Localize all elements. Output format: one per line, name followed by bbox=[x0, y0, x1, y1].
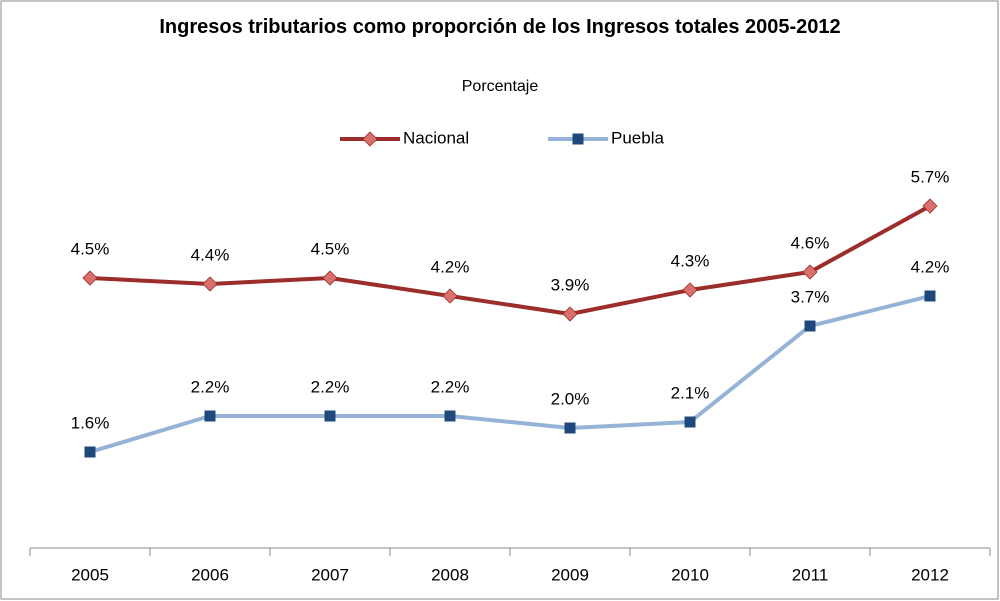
x-tick-label: 2005 bbox=[71, 565, 109, 584]
marker bbox=[804, 320, 816, 332]
marker bbox=[564, 422, 576, 434]
data-label: 4.6% bbox=[791, 233, 830, 252]
marker bbox=[202, 276, 218, 292]
x-tick-label: 2008 bbox=[431, 565, 469, 584]
marker bbox=[802, 264, 818, 280]
x-tick-label: 2011 bbox=[792, 565, 829, 584]
marker bbox=[322, 270, 338, 286]
x-tick-label: 2006 bbox=[191, 565, 229, 584]
marker bbox=[444, 410, 456, 422]
data-label: 2.1% bbox=[671, 383, 710, 402]
data-label: 2.2% bbox=[191, 377, 230, 396]
line bbox=[89, 294, 931, 454]
data-label: 4.2% bbox=[431, 257, 470, 276]
data-label: 5.7% bbox=[911, 167, 950, 186]
marker bbox=[204, 410, 216, 422]
marker bbox=[682, 282, 698, 298]
data-label: 4.5% bbox=[311, 239, 350, 258]
data-label: 2.2% bbox=[431, 377, 470, 396]
x-tick-label: 2010 bbox=[671, 565, 709, 584]
data-label: 4.4% bbox=[191, 245, 230, 264]
x-tick-label: 2012 bbox=[911, 565, 949, 584]
marker bbox=[684, 416, 696, 428]
marker bbox=[924, 290, 936, 302]
x-tick-label: 2009 bbox=[551, 565, 589, 584]
data-label: 3.9% bbox=[551, 275, 590, 294]
line bbox=[89, 204, 931, 316]
legend-label: Puebla bbox=[611, 128, 664, 147]
marker bbox=[442, 288, 458, 304]
marker bbox=[362, 131, 378, 147]
chart-subtitle: Porcentaje bbox=[462, 78, 539, 95]
marker bbox=[562, 306, 578, 322]
chart-title: Ingresos tributarios como proporción de … bbox=[159, 16, 841, 38]
marker bbox=[324, 410, 336, 422]
x-tick-label: 2007 bbox=[311, 565, 349, 584]
data-label: 1.6% bbox=[71, 413, 110, 432]
marker bbox=[922, 198, 938, 214]
data-label: 4.3% bbox=[671, 251, 710, 270]
marker bbox=[82, 270, 98, 286]
marker bbox=[84, 446, 96, 458]
data-label: 4.2% bbox=[911, 257, 950, 276]
data-label: 2.0% bbox=[551, 389, 590, 408]
data-label: 2.2% bbox=[311, 377, 350, 396]
marker bbox=[572, 133, 584, 145]
data-label: 4.5% bbox=[71, 239, 110, 258]
legend-label: Nacional bbox=[403, 128, 469, 147]
data-label: 3.7% bbox=[791, 287, 830, 306]
